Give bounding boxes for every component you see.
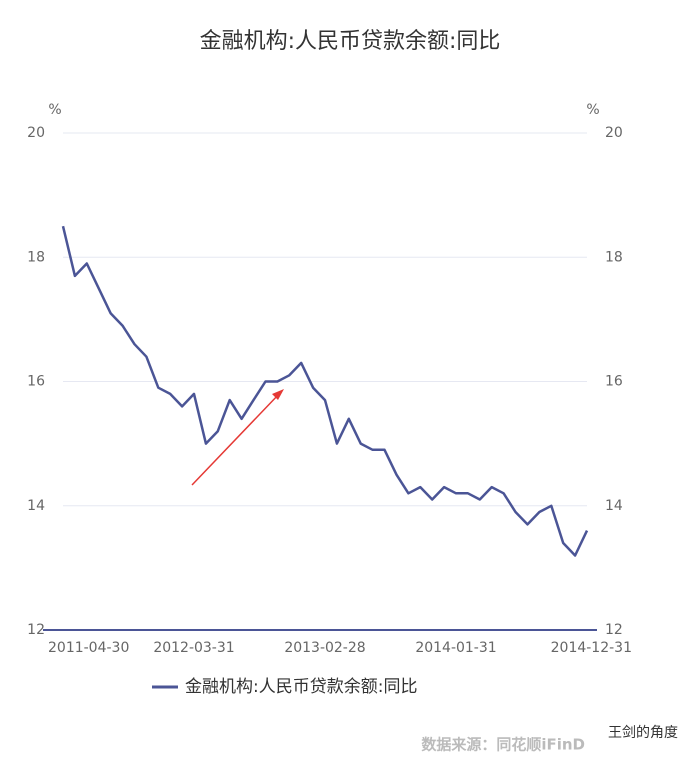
y-tick-label: 16 bbox=[27, 374, 45, 390]
y2-tick-label: 16 bbox=[605, 374, 623, 390]
y-tick-label: 14 bbox=[27, 498, 45, 514]
arrow-head bbox=[272, 389, 284, 400]
y-tick-label: 12 bbox=[27, 622, 45, 638]
line-series bbox=[61, 225, 589, 557]
x-tick-label: 2014-12-31 bbox=[551, 640, 632, 656]
y2-tick-label: 12 bbox=[605, 622, 623, 638]
y-tick-label: 20 bbox=[27, 125, 45, 141]
x-tick-label: 2014-01-31 bbox=[415, 640, 496, 656]
y-tick-label: 18 bbox=[27, 249, 45, 265]
y2-unit: % bbox=[586, 102, 599, 118]
x-tick-label: 2012-03-31 bbox=[153, 640, 234, 656]
y2-tick-label: 20 bbox=[605, 125, 623, 141]
y2-tick-label: 18 bbox=[605, 249, 623, 265]
x-tick-label: 2013-02-28 bbox=[284, 640, 365, 656]
y2-tick-label: 14 bbox=[605, 498, 623, 514]
y-unit: % bbox=[48, 102, 61, 118]
legend-label: 金融机构:人民币贷款余额:同比 bbox=[185, 677, 417, 697]
chart-title: 金融机构:人民币贷款余额:同比 bbox=[200, 29, 501, 54]
source: 数据来源：同花顺iFinD bbox=[421, 736, 585, 754]
watermark: 王剑的角度 bbox=[608, 725, 678, 741]
x-tick-label: 2011-04-30 bbox=[48, 640, 129, 656]
arrow-line bbox=[191, 392, 281, 486]
